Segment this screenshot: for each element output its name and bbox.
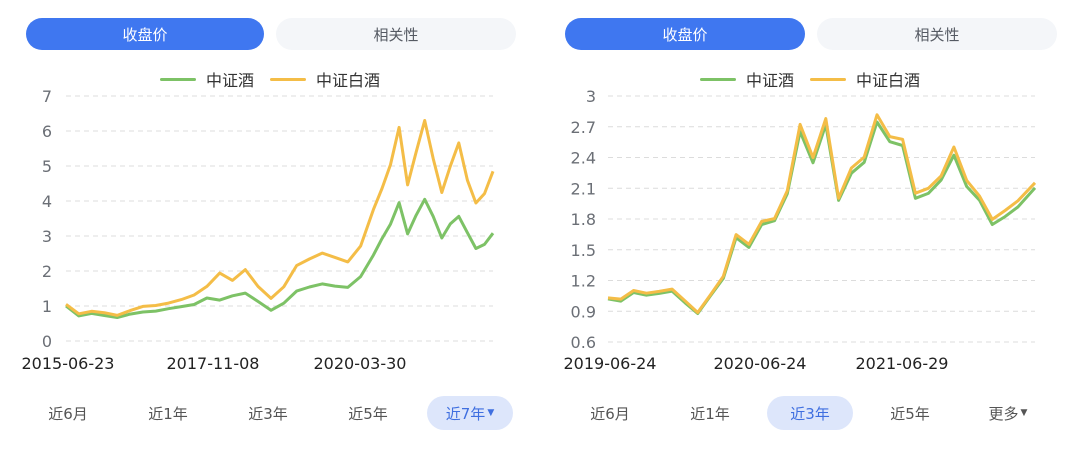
legend-item-zhongzhengjiu[interactable]: 中证酒 bbox=[699, 67, 794, 91]
y-tick-label: 5 bbox=[42, 157, 52, 176]
chart-panel-right: 收盘价 相关性 中证酒 中证白酒 0.6 0.9 1.2 1.5 1.8 2.1 2.4 2.… bbox=[540, 0, 1080, 461]
legend-label: 中证白酒 bbox=[856, 71, 921, 90]
y-tick-label: 2.1 bbox=[571, 179, 596, 198]
y-tick-label: 0.9 bbox=[571, 302, 596, 321]
y-tick-label: 1.5 bbox=[571, 241, 596, 260]
range-1y-button[interactable]: 近1年 bbox=[690, 404, 730, 423]
line-chart-3y[interactable]: 0.6 0.9 1.2 1.5 1.8 2.1 2.4 2.7 3 2019-06-24 2020-… bbox=[540, 80, 1080, 380]
range-label: 近7年 bbox=[445, 404, 486, 423]
more-dropdown[interactable]: 更多 ▼ bbox=[972, 396, 1044, 430]
range-label: 更多 bbox=[988, 404, 1019, 423]
chart-panel-left: 收盘价 相关性 中证酒 中证白酒 0 1 2 3 4 5 6 7 2015-06-23 2017-… bbox=[0, 18, 540, 432]
y-tick-label: 0 bbox=[42, 332, 52, 351]
legend-label: 中证酒 bbox=[745, 71, 794, 90]
caret-down-icon: ▼ bbox=[487, 408, 495, 418]
y-tick-label: 1.2 bbox=[571, 272, 596, 291]
range-5y-button[interactable]: 近5年 bbox=[348, 404, 388, 423]
range-3y-button[interactable]: 近3年 bbox=[248, 404, 288, 423]
legend-swatch-yellow bbox=[270, 77, 306, 81]
y-tick-label: 1 bbox=[42, 297, 52, 316]
range-7y-dropdown[interactable]: 近7年 ▼ bbox=[427, 396, 513, 430]
x-tick-label: 2021-06-29 bbox=[856, 354, 949, 373]
legend-item-zhongzhengbaijiu[interactable]: 中证白酒 bbox=[810, 67, 920, 91]
series-line bbox=[65, 119, 495, 317]
series-line bbox=[65, 197, 495, 319]
x-tick-label: 2020-06-24 bbox=[714, 354, 807, 373]
range-3y-button[interactable]: 近3年 bbox=[767, 396, 853, 430]
legend-label: 中证白酒 bbox=[316, 71, 381, 90]
y-tick-label: 4 bbox=[42, 192, 52, 211]
x-tick-label: 2017-11-08 bbox=[167, 354, 260, 373]
y-tick-label: 3 bbox=[586, 87, 596, 106]
y-tick-label: 6 bbox=[42, 122, 52, 141]
y-tick-label: 0.6 bbox=[571, 333, 596, 352]
y-tick-label: 2.4 bbox=[571, 149, 596, 168]
range-6m-button[interactable]: 近6月 bbox=[590, 404, 630, 423]
range-1y-button[interactable]: 近1年 bbox=[148, 404, 188, 423]
tab-correlation[interactable]: 相关性 bbox=[817, 18, 1057, 50]
range-6m-button[interactable]: 近6月 bbox=[48, 404, 88, 423]
y-tick-label: 3 bbox=[42, 227, 52, 246]
x-tick-label: 2015-06-23 bbox=[22, 354, 115, 373]
x-tick-label: 2020-03-30 bbox=[314, 354, 407, 373]
legend: 中证酒 中证白酒 bbox=[0, 66, 540, 92]
legend-label: 中证酒 bbox=[205, 71, 254, 90]
tab-correlation[interactable]: 相关性 bbox=[276, 18, 516, 50]
legend-swatch-green bbox=[159, 77, 196, 81]
y-tick-label: 7 bbox=[42, 87, 52, 106]
legend-item-zhongzhengjiu[interactable]: 中证酒 bbox=[159, 67, 254, 91]
series-line bbox=[607, 120, 1037, 315]
y-tick-label: 2 bbox=[42, 262, 52, 281]
legend: 中证酒 中证白酒 bbox=[540, 66, 1080, 92]
line-chart-7y[interactable]: 0 1 2 3 4 5 6 7 2015-06-23 2017-11-08 2020-03-30 bbox=[0, 80, 540, 380]
range-selector: 近6月 近1年 近3年 近5年 更多 ▼ bbox=[540, 396, 1080, 432]
x-tick-label: 2019-06-24 bbox=[564, 354, 657, 373]
range-5y-button[interactable]: 近5年 bbox=[890, 404, 930, 423]
y-tick-label: 1.8 bbox=[571, 210, 596, 229]
y-tick-label: 2.7 bbox=[571, 118, 596, 137]
series-line bbox=[607, 113, 1037, 314]
tab-close-price[interactable]: 收盘价 bbox=[565, 18, 805, 50]
tab-close-price[interactable]: 收盘价 bbox=[26, 18, 264, 50]
legend-item-zhongzhengbaijiu[interactable]: 中证白酒 bbox=[270, 67, 380, 91]
caret-down-icon: ▼ bbox=[1020, 408, 1028, 418]
range-selector: 近6月 近1年 近3年 近5年 近7年 ▼ bbox=[0, 396, 540, 432]
legend-swatch-yellow bbox=[810, 77, 846, 81]
legend-swatch-green bbox=[699, 77, 736, 81]
